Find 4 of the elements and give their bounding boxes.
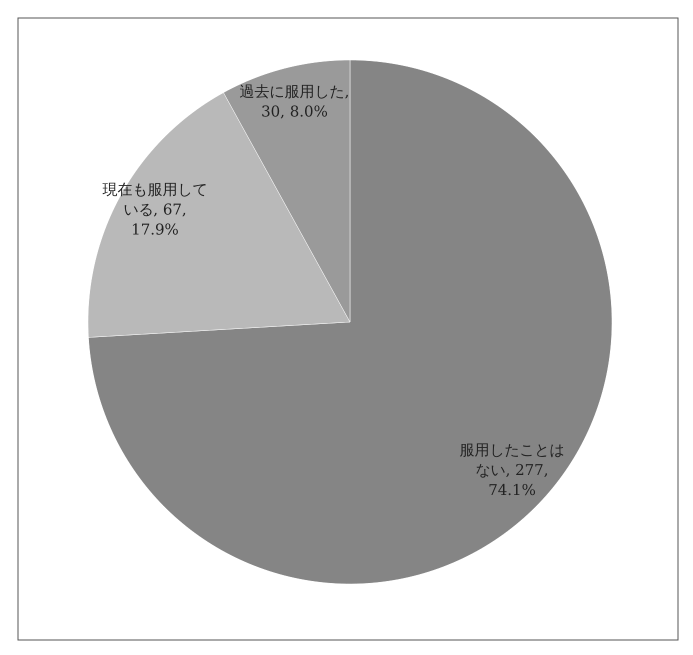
slice-label: 現在も服用している, 67, 17.9% [102,180,208,238]
slice-label: 過去に服用した, 30, 8.0% [240,82,350,120]
slice-label: 服用したことはない, 277, 74.1% [460,440,565,499]
pie-slice [88,60,612,584]
